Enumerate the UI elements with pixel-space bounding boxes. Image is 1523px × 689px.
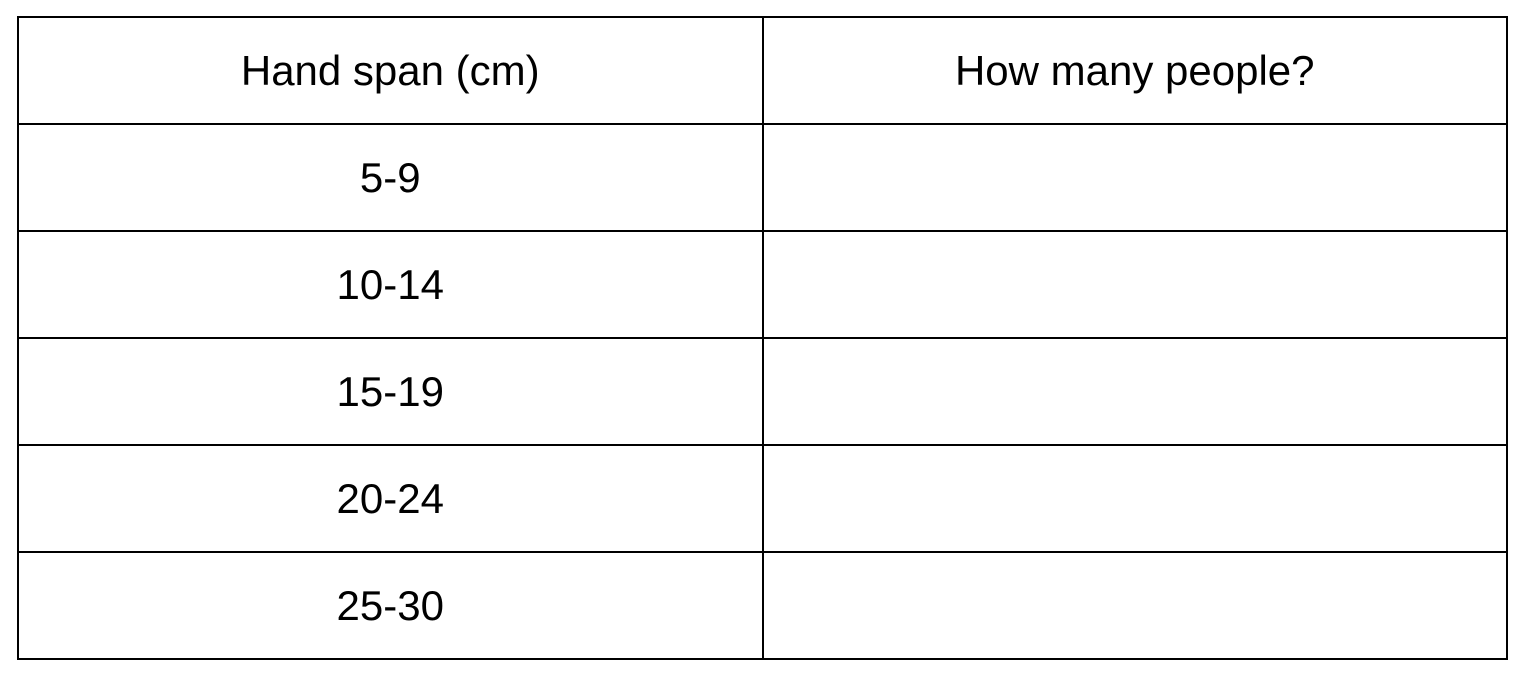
header-cell-how-many-people: How many people? bbox=[761, 16, 1508, 125]
frequency-table: Hand span (cm) How many people? 5-9 10-1… bbox=[17, 16, 1508, 660]
table-row: 5-9 bbox=[17, 123, 1508, 232]
cell-hand-span-range: 20-24 bbox=[17, 444, 764, 553]
cell-count-blank bbox=[761, 230, 1508, 339]
cell-count-blank bbox=[761, 444, 1508, 553]
table-row: 15-19 bbox=[17, 337, 1508, 446]
table-row: 25-30 bbox=[17, 551, 1508, 660]
cell-hand-span-range: 15-19 bbox=[17, 337, 764, 446]
header-cell-hand-span: Hand span (cm) bbox=[17, 16, 764, 125]
cell-count-blank bbox=[761, 337, 1508, 446]
cell-count-blank bbox=[761, 123, 1508, 232]
table-row: 10-14 bbox=[17, 230, 1508, 339]
cell-hand-span-range: 5-9 bbox=[17, 123, 764, 232]
cell-hand-span-range: 10-14 bbox=[17, 230, 764, 339]
cell-count-blank bbox=[761, 551, 1508, 660]
table-header-row: Hand span (cm) How many people? bbox=[17, 16, 1508, 125]
cell-hand-span-range: 25-30 bbox=[17, 551, 764, 660]
table-row: 20-24 bbox=[17, 444, 1508, 553]
